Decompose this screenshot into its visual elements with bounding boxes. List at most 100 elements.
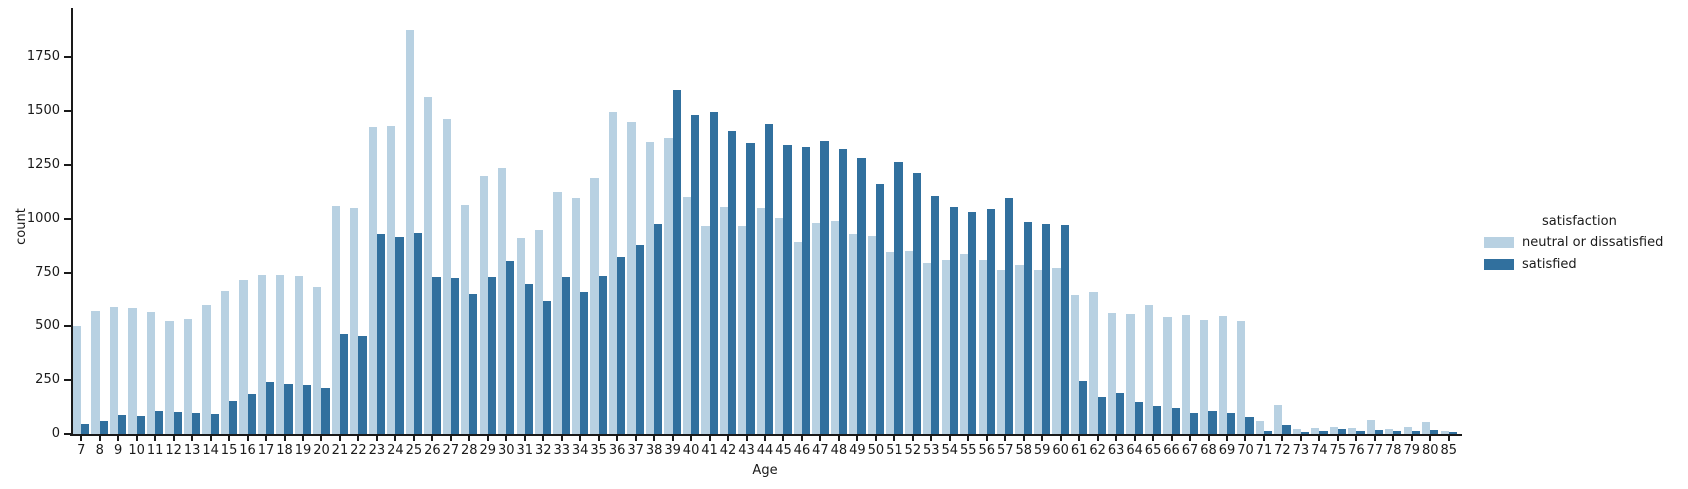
x-tick-mark	[764, 436, 766, 441]
x-tick-label-53: 53	[923, 443, 940, 458]
x-tick-label-48: 48	[830, 443, 848, 458]
bar-neutral-age-54	[941, 259, 950, 434]
x-tick-mark	[209, 436, 212, 441]
x-tick-label-80: 80	[1421, 443, 1439, 458]
x-tick-label-29: 29	[479, 443, 497, 458]
x-tick-mark	[449, 436, 452, 441]
bar-neutral-age-12	[165, 321, 174, 434]
x-tick-label-19: 19	[294, 443, 312, 458]
bar-neutral-age-19	[294, 275, 303, 434]
bar-neutral-age-46	[793, 242, 802, 434]
x-tick-label-50: 50	[867, 443, 885, 458]
bar-satisfied-age-59	[1042, 223, 1051, 434]
bar-satisfied-age-70	[1245, 416, 1254, 434]
bar-neutral-age-25	[405, 29, 414, 434]
bar-neutral-age-35	[590, 177, 599, 434]
bar-satisfied-age-40	[691, 115, 700, 434]
bar-neutral-age-77	[1366, 420, 1375, 434]
bar-neutral-age-79	[1403, 427, 1412, 434]
y-axis-line	[71, 8, 73, 435]
bar-neutral-age-61	[1070, 294, 1080, 434]
x-tick-label-61: 61	[1070, 443, 1088, 458]
x-tick-mark	[745, 436, 748, 441]
bar-satisfied-age-44	[764, 123, 774, 434]
bar-satisfied-age-39	[672, 90, 681, 434]
x-tick-label-13: 13	[183, 443, 201, 458]
x-tick-label-25: 25	[405, 443, 423, 458]
bar-satisfied-age-46	[801, 146, 811, 434]
bar-satisfied-age-41	[709, 111, 718, 434]
x-tick-mark	[634, 436, 637, 441]
bar-satisfied-age-53	[931, 195, 940, 434]
x-tick-label-34: 34	[571, 443, 589, 458]
bar-neutral-age-37	[627, 122, 636, 434]
x-tick-mark	[708, 436, 711, 441]
x-tick-mark	[265, 436, 268, 441]
x-tick-mark	[1059, 436, 1062, 441]
x-tick-label-30: 30	[497, 443, 515, 458]
bar-neutral-age-52	[904, 250, 913, 434]
bar-neutral-age-51	[886, 251, 895, 434]
bar-satisfied-age-23	[376, 234, 386, 434]
x-tick-label-31: 31	[516, 443, 534, 458]
bar-satisfied-age-66	[1171, 408, 1180, 434]
x-tick-mark	[819, 436, 822, 441]
bar-neutral-age-32	[535, 229, 544, 434]
x-tick-label-52: 52	[904, 443, 922, 458]
bar-neutral-age-75	[1329, 427, 1338, 434]
bar-satisfied-age-9	[118, 415, 127, 434]
y-tick-mark	[64, 56, 71, 59]
bar-neutral-age-27	[442, 118, 451, 434]
bar-satisfied-age-67	[1190, 413, 1199, 434]
bar-neutral-age-42	[719, 207, 728, 434]
x-tick-label-26: 26	[424, 443, 441, 458]
bar-satisfied-age-69	[1226, 413, 1236, 434]
x-tick-label-40: 40	[682, 443, 700, 458]
x-tick-mark	[117, 436, 120, 441]
y-tick-label: 250	[35, 372, 60, 388]
x-tick-mark	[1170, 436, 1173, 441]
x-tick-label-21: 21	[331, 443, 349, 458]
x-tick-label-23: 23	[368, 443, 386, 458]
bar-neutral-age-65	[1144, 305, 1154, 434]
bar-satisfied-age-58	[1023, 222, 1032, 434]
legend-title: satisfaction	[1542, 214, 1617, 229]
bar-neutral-age-8	[91, 311, 100, 434]
x-tick-mark	[1022, 436, 1025, 441]
x-tick-mark	[653, 436, 656, 441]
x-axis-title: Age	[752, 463, 778, 478]
bar-satisfied-age-14	[210, 413, 219, 434]
x-tick-label-38: 38	[645, 443, 663, 458]
bar-satisfied-age-38	[654, 223, 663, 434]
y-tick-label: 0	[51, 426, 60, 441]
x-tick-label-8: 8	[95, 443, 104, 458]
x-tick-label-62: 62	[1089, 443, 1106, 458]
x-tick-label-12: 12	[165, 443, 182, 458]
x-tick-mark	[1429, 436, 1432, 441]
x-tick-mark	[228, 436, 231, 441]
x-tick-label-39: 39	[664, 443, 681, 458]
x-tick-label-70: 70	[1237, 443, 1254, 458]
x-tick-label-32: 32	[534, 443, 552, 458]
bar-neutral-age-67	[1181, 314, 1190, 434]
x-tick-label-27: 27	[442, 443, 460, 458]
x-tick-label-45: 45	[775, 443, 792, 458]
x-tick-mark	[1262, 436, 1265, 441]
x-tick-mark	[856, 436, 859, 441]
x-tick-label-65: 65	[1144, 443, 1162, 458]
x-tick-label-69: 69	[1218, 443, 1236, 458]
bar-satisfied-age-54	[949, 207, 958, 434]
bar-satisfied-age-75	[1337, 429, 1347, 434]
y-tick-mark	[64, 325, 71, 328]
x-tick-label-7: 7	[77, 443, 86, 458]
bar-satisfied-age-11	[155, 411, 164, 434]
bar-satisfied-age-45	[783, 144, 792, 434]
x-tick-mark	[948, 436, 951, 441]
bar-neutral-age-76	[1348, 428, 1357, 434]
bar-neutral-age-36	[608, 111, 618, 434]
x-axis-line	[70, 434, 1462, 436]
x-tick-mark	[560, 436, 563, 441]
x-tick-label-74: 74	[1311, 443, 1328, 458]
bar-satisfied-age-52	[912, 172, 921, 434]
y-tick-mark	[64, 433, 71, 435]
